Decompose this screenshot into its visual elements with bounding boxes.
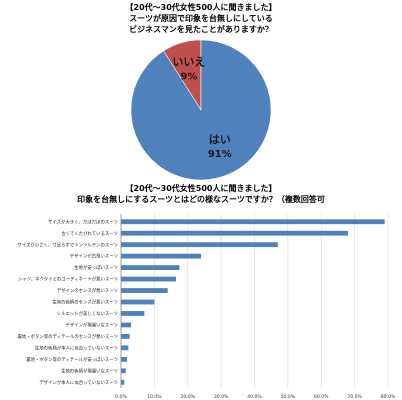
bar-category-label: サイズが小さく、寸足らずでツンツルテンのスーツ	[17, 241, 118, 248]
bar	[121, 219, 385, 225]
bar	[121, 253, 202, 259]
bar	[121, 368, 126, 374]
pie-slice-yes	[130, 39, 272, 181]
pie-label-yes: はい	[209, 133, 231, 146]
bar-x-tick-label: 60.0%	[314, 394, 329, 400]
bar-title: 【20代～30代女性500人に聞きました】	[126, 183, 277, 193]
bar	[121, 242, 278, 248]
bar-category-label: 生地の色柄が場違いなスーツ	[61, 367, 118, 374]
bar	[121, 333, 130, 339]
pie-value-no: 9%	[180, 71, 197, 82]
bar-subtitle: 印象を台無しにするスーツとはどの様なスーツですか？（複数回答可	[77, 194, 325, 204]
bar-category-label: デザインが本人に似合っていないスーツ	[39, 379, 118, 386]
bar	[121, 379, 125, 385]
bar-x-tick-label: 40.0%	[247, 394, 262, 400]
pie-subtitle-line-1: スーツが原因で印象を台無しにしている	[129, 13, 273, 23]
bar-category-label: デザインが場違いなスーツ	[65, 322, 118, 329]
pie-subtitle-line-2: ビジネスマンを見たことがありますか？	[129, 24, 273, 34]
bar-category-label: 生地の色柄が本人に似合っていないスーツ	[35, 344, 118, 351]
pie-label-no: いいえ	[172, 55, 205, 68]
bar-category-label: 裏地・ボタン等のディテールのセンスが悪いスーツ	[17, 333, 118, 340]
bar	[121, 322, 132, 328]
pie-value-yes: 91%	[208, 149, 232, 160]
bar-category-label: デザインのセンスが悪いスーツ	[57, 287, 118, 294]
bar-category-label: シャツ、ネクタイとのコーディネートが悪いスーツ	[18, 276, 118, 283]
bar-x-tick-label: 20.0%	[180, 394, 195, 400]
bar-x-tick-label: 10.0%	[147, 394, 162, 400]
bar-x-tick-label: 70.0%	[347, 394, 362, 400]
bar	[121, 288, 168, 293]
bar-category-label: 裏地・ボタン等のディテールが安っぽいスーツ	[26, 356, 118, 363]
bar-x-tick-label: 80.0%	[381, 394, 396, 400]
bar-category-label: 生地の色柄のセンスが悪いスーツ	[52, 299, 118, 306]
pie-title: 【20代～30代女性500人に聞きました】	[126, 2, 277, 12]
bar	[121, 230, 348, 236]
bar	[121, 345, 129, 351]
bar	[121, 356, 128, 362]
bar-category-label: サイズが大きく、だぼだぼのスーツ	[48, 218, 118, 225]
pie-chart: 【20代～30代女性500人に聞きました】 スーツが原因で印象を台無しにしている…	[126, 2, 277, 181]
bar-category-label: 生地が安っぽいスーツ	[74, 264, 118, 271]
bar	[121, 299, 155, 305]
bar-x-tick-label: 0.0%	[115, 394, 127, 400]
bar	[121, 265, 180, 271]
bar-category-label: デザインが古臭いスーツ	[70, 253, 118, 260]
bar-category-label: 古くてくたびれているスーツ	[61, 230, 118, 237]
bar-category-label: シルエットが美しくないスーツ	[57, 310, 118, 317]
bar-x-tick-label: 30.0%	[214, 394, 229, 400]
bar-x-tick-label: 50.0%	[281, 394, 296, 400]
bar-chart: 【20代～30代女性500人に聞きました】 印象を台無しにするスーツとはどの様な…	[17, 183, 396, 400]
bar	[121, 276, 177, 282]
bar	[121, 311, 145, 316]
